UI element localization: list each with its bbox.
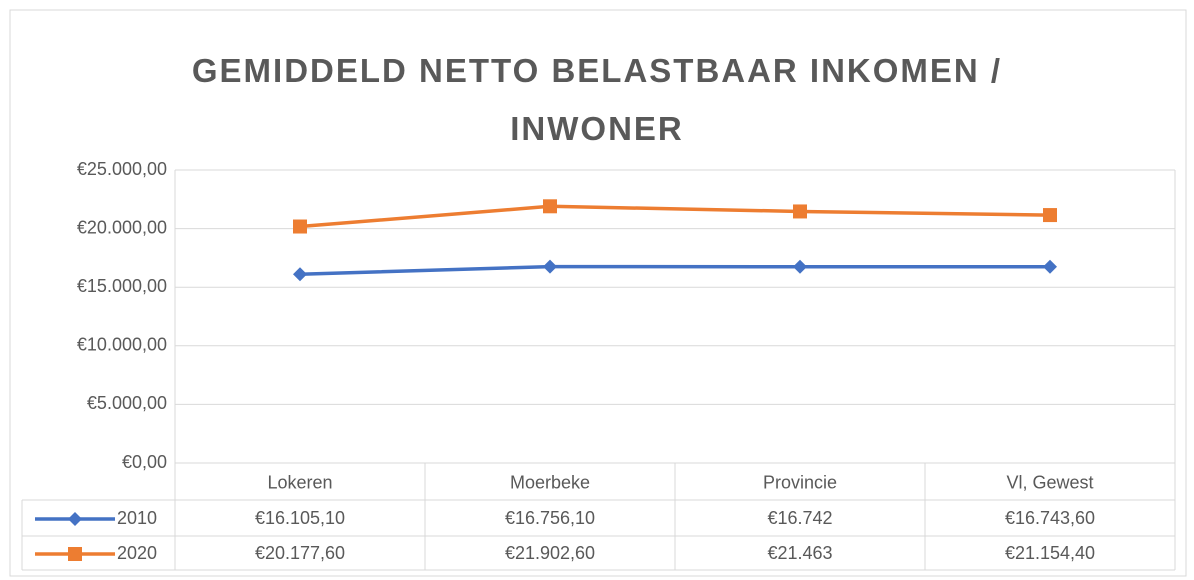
table-value: €16.756,10 [505,508,595,528]
legend-label: 2020 [117,543,157,563]
x-tick-label: Lokeren [267,472,332,492]
marker [793,204,807,219]
marker [68,512,82,526]
series-line [299,264,1051,276]
marker [793,259,807,274]
y-tick-label: €15.000,00 [77,276,167,296]
y-tick-label: €25.000,00 [77,159,167,179]
y-tick-label: €0,00 [122,452,167,472]
table-value: €16.105,10 [255,508,345,528]
x-tick-label: Provincie [763,472,837,492]
marker [293,219,307,234]
table-value: €16.742 [767,508,832,528]
y-tick-label: €20.000,00 [77,217,167,237]
x-tick-label: Vl, Gewest [1006,472,1093,492]
marker [543,259,557,274]
table-value: €21.902,60 [505,543,595,563]
table-value: €16.743,60 [1005,508,1095,528]
marker [1043,259,1057,274]
chart-title: GEMIDDELD NETTO BELASTBAAR INKOMEN / INW… [191,52,1003,147]
table-value: €20.177,60 [255,543,345,563]
marker [543,199,557,214]
y-tick-label: €10.000,00 [77,335,167,355]
y-tick-label: €5.000,00 [87,393,167,413]
marker [68,547,82,561]
marker [293,267,307,282]
marker [1043,208,1057,223]
legend-label: 2010 [117,508,157,528]
x-tick-label: Moerbeke [510,472,590,492]
series-line [299,204,1051,229]
table-value: €21.154,40 [1005,543,1095,563]
table-value: €21.463 [767,543,832,563]
chart-border [9,9,1187,577]
